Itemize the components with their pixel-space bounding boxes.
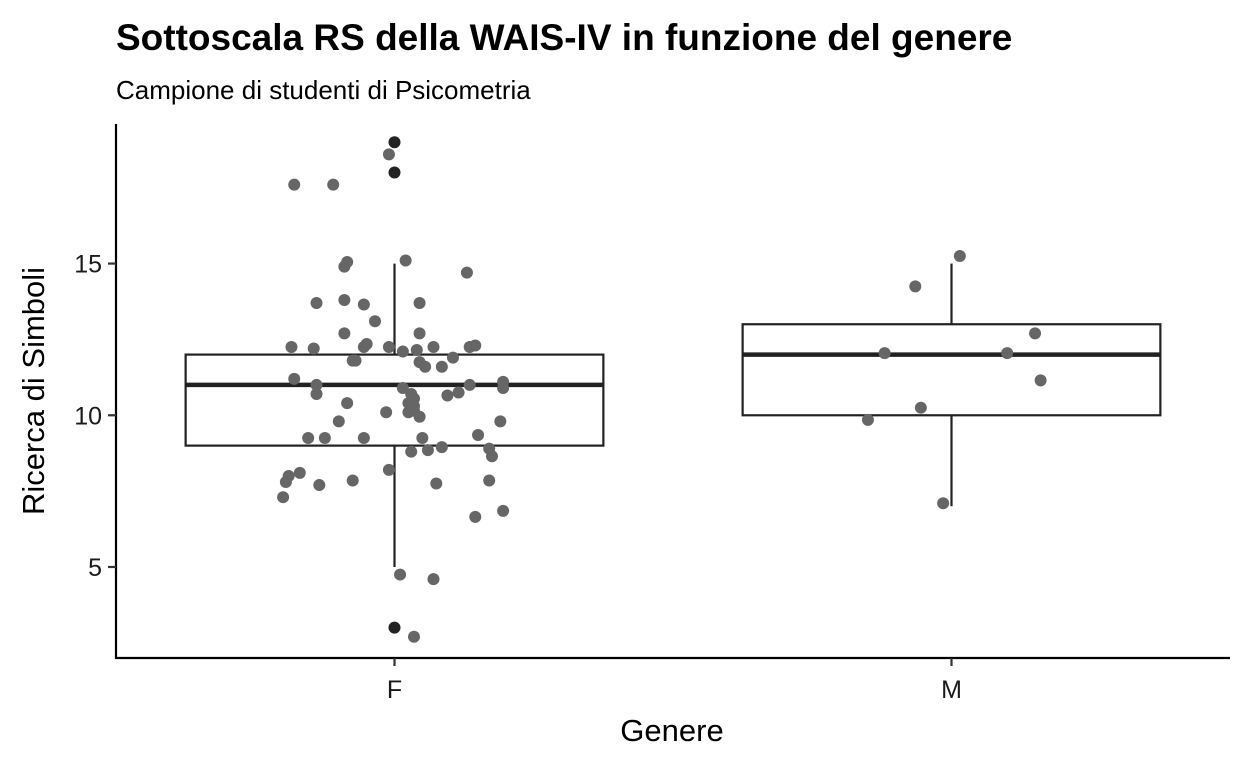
jitter-point — [382, 148, 395, 161]
jitter-point — [338, 327, 351, 340]
chart-title: Sottoscala RS della WAIS-IV in funzione … — [116, 17, 1012, 58]
jitter-point — [285, 341, 298, 354]
jitter-point — [937, 497, 950, 510]
x-tick-label: M — [941, 676, 962, 704]
y-tick-label: 10 — [74, 402, 102, 430]
jitter-point — [494, 415, 507, 428]
jitter-point — [338, 293, 351, 306]
jitter-point — [469, 339, 482, 352]
jitter-point — [310, 378, 323, 391]
jitter-point — [307, 342, 320, 355]
jitter-point — [1029, 327, 1042, 340]
jitter-point — [382, 341, 395, 354]
jitter-point — [396, 381, 409, 394]
jitter-point — [861, 413, 874, 426]
jitter-point — [472, 428, 485, 441]
jitter-point — [953, 249, 966, 262]
outlier-point — [388, 621, 401, 634]
jitter-point — [288, 178, 301, 191]
jitter-point — [413, 410, 426, 423]
jitter-point — [485, 450, 498, 463]
jitter-point — [452, 386, 465, 399]
jitter-point — [878, 347, 891, 360]
outlier-point — [388, 166, 401, 179]
jitter-point — [416, 432, 429, 445]
jitter-point — [341, 397, 354, 410]
jitter-point — [346, 474, 359, 487]
y-axis-title: Ricerca di Simboli — [16, 267, 51, 515]
jitter-point — [357, 432, 370, 445]
jitter-point — [360, 337, 373, 350]
jitter-point — [914, 401, 927, 414]
y-tick-label: 5 — [88, 554, 102, 582]
jitter-point — [1001, 347, 1014, 360]
jitter-point — [310, 388, 323, 401]
jitter-point — [369, 315, 382, 328]
boxes-layer — [184, 136, 1162, 634]
jitter-point — [435, 360, 448, 373]
jitter-point — [441, 389, 454, 402]
jitter-point — [357, 298, 370, 311]
jitter-point — [413, 327, 426, 340]
chart-subtitle: Campione di studenti di Psicometria — [116, 75, 531, 105]
jitter-point — [302, 432, 315, 445]
jitter-point — [310, 297, 323, 310]
jitter-point — [410, 344, 423, 357]
jitter-point — [1034, 374, 1047, 387]
jitter-point — [405, 445, 418, 458]
x-tick-label: F — [387, 676, 402, 704]
jitter-point — [313, 479, 326, 492]
jitter-point — [382, 463, 395, 476]
jitter-point — [399, 254, 412, 267]
jitter-point — [497, 504, 510, 517]
jitter-point — [380, 406, 393, 419]
jitter-point — [430, 477, 443, 490]
jitter-point — [483, 474, 496, 487]
jitter-point — [407, 630, 420, 643]
jitter-point — [277, 491, 290, 504]
jitter-point — [427, 341, 440, 354]
jitter-point — [435, 441, 448, 454]
jitter-point — [327, 178, 340, 191]
points-layer — [277, 148, 1047, 643]
y-ticks: 5 10 15 — [74, 251, 116, 582]
jitter-point — [419, 360, 432, 373]
jitter-point — [332, 415, 345, 428]
outlier-point — [388, 136, 401, 149]
jitter-point — [446, 351, 459, 364]
jitter-point — [394, 568, 407, 581]
jitter-point — [413, 297, 426, 310]
jitter-point — [469, 510, 482, 523]
jitter-point — [497, 381, 510, 394]
x-axis-title: Genere — [620, 713, 723, 748]
jitter-point — [346, 354, 359, 367]
y-tick-label: 15 — [74, 251, 102, 279]
box-iqr — [741, 323, 1162, 417]
jitter-point — [396, 345, 409, 358]
jitter-point — [279, 476, 292, 489]
jitter-point — [463, 378, 476, 391]
jitter-point — [288, 372, 301, 385]
jitter-point — [460, 266, 473, 279]
box-iqr — [184, 353, 605, 447]
jitter-point — [909, 280, 922, 293]
jitter-point — [293, 466, 306, 479]
jitter-point — [318, 432, 331, 445]
jitter-point — [421, 444, 434, 457]
jitter-point — [341, 256, 354, 269]
jitter-point — [427, 573, 440, 586]
